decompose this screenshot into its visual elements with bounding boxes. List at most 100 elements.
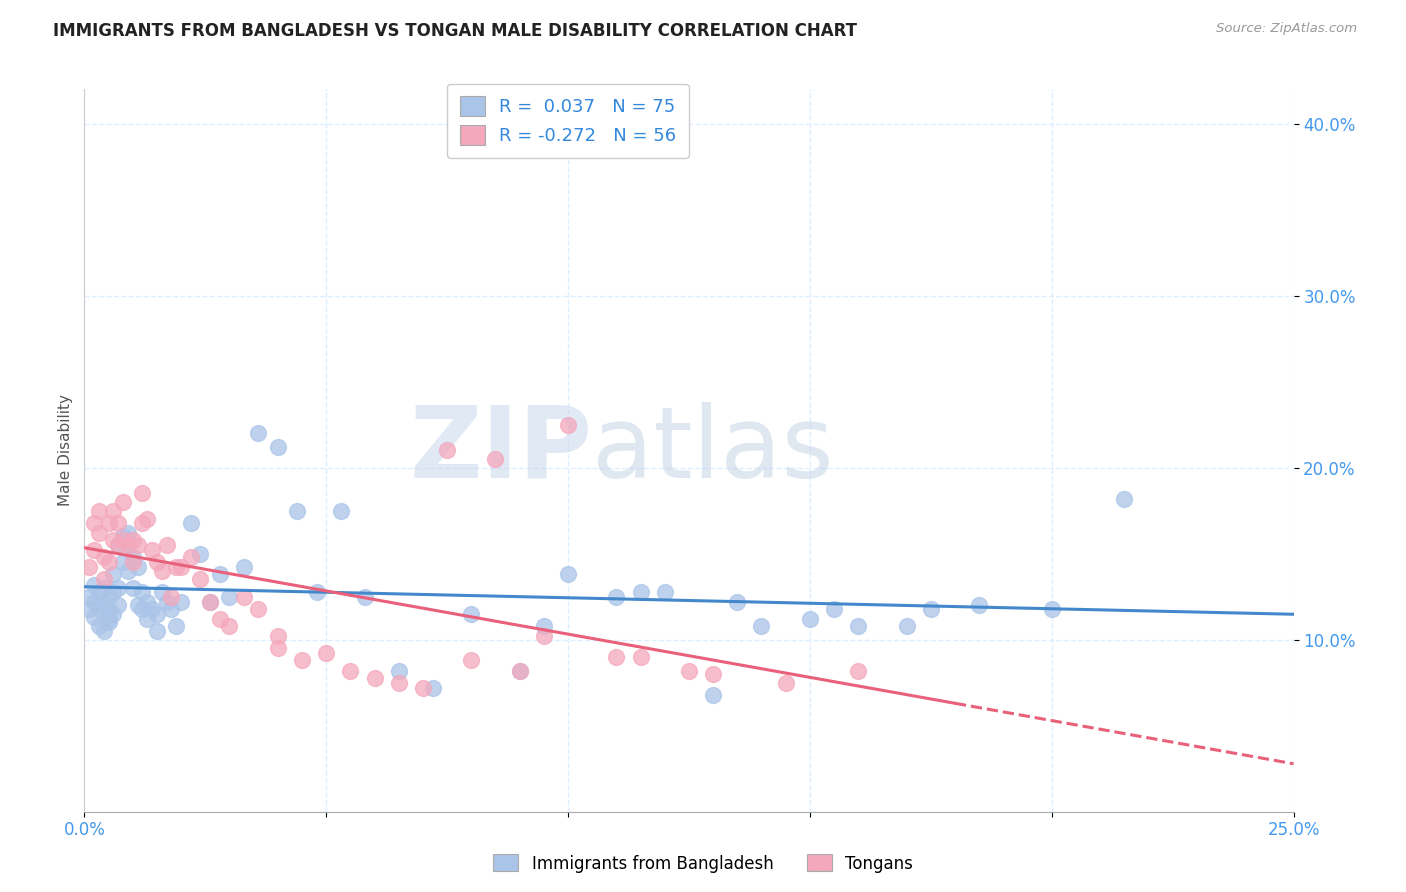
Point bbox=[165, 560, 187, 574]
Point bbox=[557, 567, 579, 582]
Point bbox=[103, 567, 125, 582]
Point bbox=[509, 664, 531, 678]
Point bbox=[630, 649, 652, 664]
Point bbox=[127, 560, 149, 574]
Text: IMMIGRANTS FROM BANGLADESH VS TONGAN MALE DISABILITY CORRELATION CHART: IMMIGRANTS FROM BANGLADESH VS TONGAN MAL… bbox=[53, 22, 858, 40]
Point bbox=[180, 550, 202, 565]
Point bbox=[388, 675, 411, 690]
Point bbox=[630, 584, 652, 599]
Point bbox=[83, 577, 105, 591]
Point bbox=[775, 675, 797, 690]
Point bbox=[702, 667, 724, 681]
Point bbox=[83, 610, 105, 624]
Point bbox=[190, 573, 212, 587]
Point bbox=[678, 664, 700, 678]
Point bbox=[702, 688, 724, 702]
Point bbox=[354, 590, 377, 604]
Point bbox=[146, 607, 169, 621]
Point bbox=[218, 619, 240, 633]
Point bbox=[112, 533, 135, 547]
Point bbox=[605, 649, 627, 664]
Point bbox=[460, 607, 482, 621]
Legend: R =  0.037   N = 75, R = -0.272   N = 56: R = 0.037 N = 75, R = -0.272 N = 56 bbox=[447, 84, 689, 158]
Point bbox=[97, 555, 120, 569]
Point bbox=[533, 629, 555, 643]
Point bbox=[97, 612, 120, 626]
Point bbox=[121, 581, 143, 595]
Point bbox=[93, 573, 115, 587]
Point bbox=[896, 619, 918, 633]
Point bbox=[1040, 601, 1063, 615]
Point bbox=[155, 595, 177, 609]
Point bbox=[605, 590, 627, 604]
Point bbox=[150, 564, 173, 578]
Point bbox=[198, 595, 221, 609]
Point bbox=[103, 607, 125, 621]
Point bbox=[1114, 491, 1136, 506]
Point bbox=[107, 581, 129, 595]
Point bbox=[107, 538, 129, 552]
Point bbox=[77, 590, 100, 604]
Point bbox=[150, 584, 173, 599]
Point bbox=[107, 599, 129, 613]
Point bbox=[121, 550, 143, 565]
Y-axis label: Male Disability: Male Disability bbox=[58, 394, 73, 507]
Point bbox=[751, 619, 773, 633]
Point bbox=[112, 529, 135, 543]
Point bbox=[136, 595, 159, 609]
Point bbox=[190, 547, 212, 561]
Point bbox=[131, 516, 153, 530]
Point bbox=[823, 601, 845, 615]
Point bbox=[509, 664, 531, 678]
Point bbox=[315, 647, 337, 661]
Point bbox=[557, 417, 579, 432]
Point bbox=[136, 612, 159, 626]
Point bbox=[533, 619, 555, 633]
Point bbox=[117, 526, 139, 541]
Point bbox=[725, 595, 748, 609]
Point bbox=[103, 533, 125, 547]
Point bbox=[846, 619, 869, 633]
Point bbox=[83, 543, 105, 558]
Point bbox=[180, 516, 202, 530]
Point bbox=[146, 624, 169, 639]
Point bbox=[846, 664, 869, 678]
Point bbox=[87, 526, 110, 541]
Point bbox=[93, 581, 115, 595]
Point bbox=[208, 567, 231, 582]
Point bbox=[160, 590, 183, 604]
Point bbox=[131, 601, 153, 615]
Point bbox=[107, 516, 129, 530]
Point bbox=[97, 615, 120, 630]
Point bbox=[93, 624, 115, 639]
Point bbox=[484, 452, 506, 467]
Point bbox=[218, 590, 240, 604]
Point bbox=[155, 538, 177, 552]
Point bbox=[87, 601, 110, 615]
Point bbox=[117, 538, 139, 552]
Point bbox=[267, 641, 290, 656]
Point bbox=[170, 560, 193, 574]
Point bbox=[146, 555, 169, 569]
Point bbox=[388, 664, 411, 678]
Point bbox=[112, 555, 135, 569]
Point bbox=[121, 533, 143, 547]
Point bbox=[117, 564, 139, 578]
Point bbox=[165, 619, 187, 633]
Point bbox=[103, 584, 125, 599]
Point bbox=[247, 426, 270, 441]
Point bbox=[103, 503, 125, 517]
Point bbox=[136, 512, 159, 526]
Point bbox=[87, 503, 110, 517]
Point bbox=[97, 601, 120, 615]
Point bbox=[436, 443, 458, 458]
Point bbox=[107, 538, 129, 552]
Point bbox=[208, 612, 231, 626]
Point bbox=[112, 533, 135, 547]
Point bbox=[160, 601, 183, 615]
Point bbox=[654, 584, 676, 599]
Point bbox=[93, 550, 115, 565]
Point bbox=[305, 584, 328, 599]
Text: ZIP: ZIP bbox=[409, 402, 592, 499]
Point bbox=[329, 503, 352, 517]
